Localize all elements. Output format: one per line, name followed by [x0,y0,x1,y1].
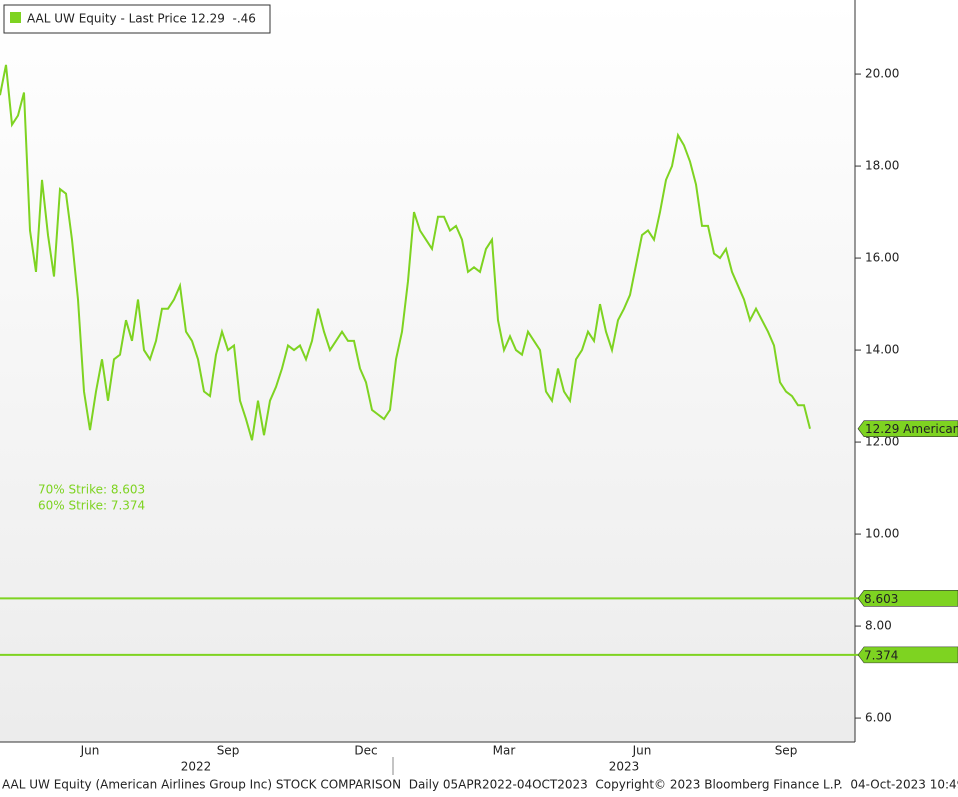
y-tick-label: 14.00 [865,343,899,357]
strike-tag-label: 7.374 [864,648,898,662]
strike-tag [857,590,958,607]
legend-swatch [10,12,21,23]
x-tick-label: Jun [80,744,100,758]
year-label: 2023 [609,760,640,774]
y-tick-label: 12.00 [865,435,899,449]
y-tick-label: 16.00 [865,251,899,265]
x-tick-label: Jun [632,744,652,758]
footer: AAL UW Equity (American Airlines Group I… [2,778,958,792]
y-tick-label: 10.00 [865,527,899,541]
strike-tag-label: 8.603 [864,592,898,606]
last-price-label: 12.29 American [865,422,958,436]
x-tick-label: Mar [493,744,516,758]
strike-annotation: 70% Strike: 8.603 [38,483,145,497]
y-tick-label: 6.00 [865,711,892,725]
strike-annotation: 60% Strike: 7.374 [38,499,145,513]
last-price-tag [857,420,958,438]
y-tick-label: 20.00 [865,67,899,81]
x-tick-label: Dec [354,744,377,758]
plot-area [0,0,855,742]
strike-tag [857,646,958,664]
year-label: 2022 [181,760,212,774]
legend-label: AAL UW Equity - Last Price 12.29 -.46 [27,12,256,26]
legend-box [3,4,271,34]
y-tick-label: 8.00 [865,619,892,633]
y-tick-label: 18.00 [865,159,899,173]
price-line [0,64,811,441]
x-tick-label: Sep [217,744,240,758]
x-tick-label: Sep [775,744,798,758]
